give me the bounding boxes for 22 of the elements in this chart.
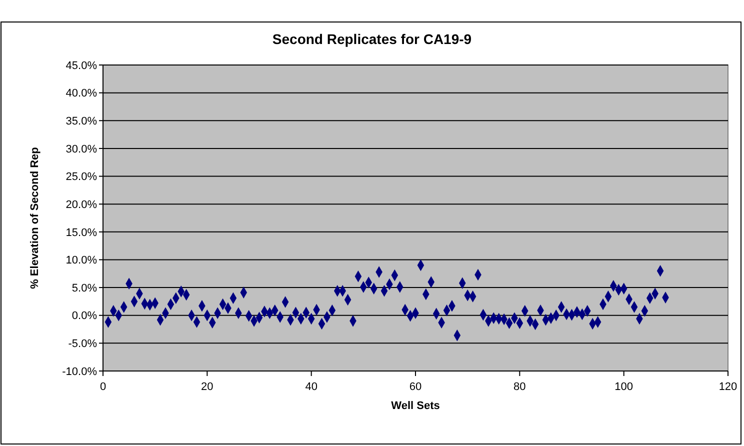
y-tick-label: -10.0% [62,366,98,378]
y-tick-label: 40.0% [66,88,98,100]
y-tick-label: 30.0% [66,143,98,156]
y-tick-label: 0.0% [72,310,98,322]
y-tick-label: -5.0% [68,338,98,350]
y-tick-label: 45.0% [66,60,98,72]
y-tick-label: 15.0% [66,226,98,239]
y-tick-label: 5.0% [72,282,98,294]
y-axis-title: % Elevation of Second Rep [29,146,41,289]
x-tick-label: 0 [100,381,106,393]
y-tick-label: 35.0% [66,115,98,128]
x-axis-title: Well Sets [391,400,440,412]
x-tick-label: 60 [409,381,422,393]
x-tick-label: 100 [614,381,634,393]
x-tick-label: 80 [514,381,526,393]
x-tick-label: 40 [305,381,318,393]
x-tick-label: 120 [718,381,738,393]
x-tick-label: 20 [201,381,214,393]
y-tick-label: 10.0% [66,254,98,267]
y-tick-label: 20.0% [66,198,98,211]
chart-title: Second Replicates for CA19-9 [272,31,472,47]
y-tick-label: 25.0% [66,171,98,184]
